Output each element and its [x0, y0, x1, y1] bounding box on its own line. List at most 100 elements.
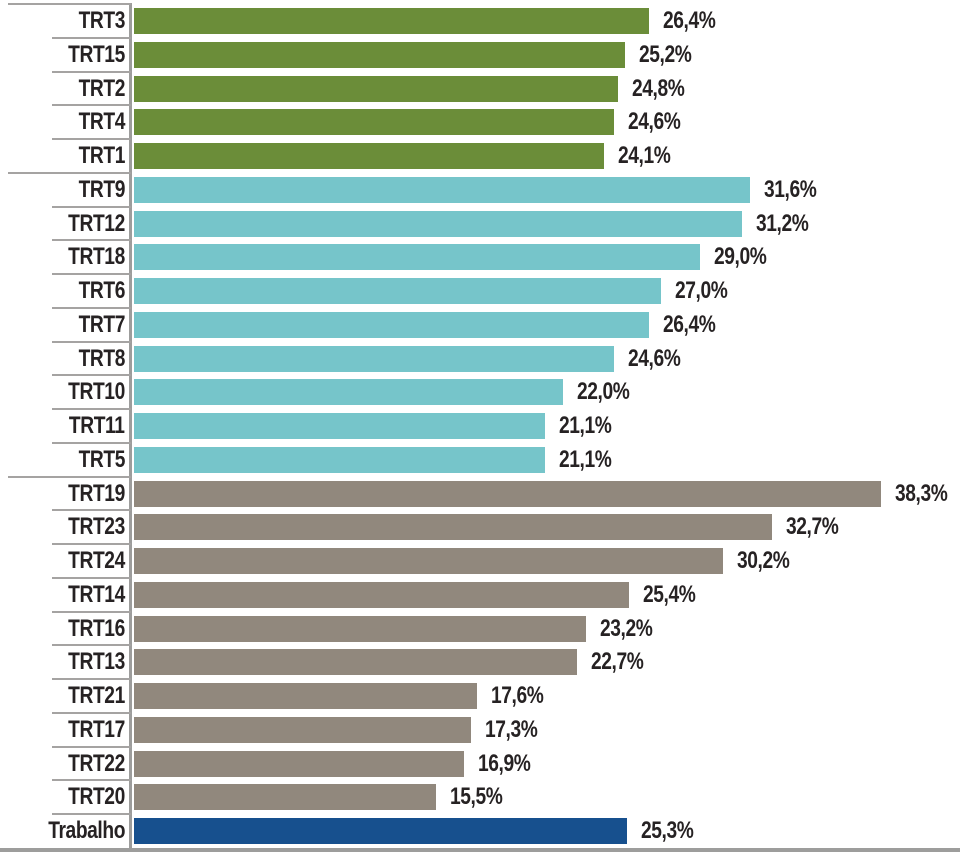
row-label: TRT10 [68, 378, 125, 406]
value-label: 31,2% [756, 209, 809, 237]
row-label: TRT22 [68, 749, 125, 777]
value-label: 17,6% [491, 682, 544, 710]
row-label: TRT15 [68, 40, 125, 68]
row-label: Trabalho [48, 817, 125, 845]
value-label: 24,8% [632, 74, 685, 102]
row-label: TRT5 [78, 445, 126, 473]
row-label: TRT14 [68, 580, 125, 608]
bar [134, 109, 614, 136]
row-separator [52, 104, 131, 107]
row-separator [52, 543, 131, 546]
value-label: 25,2% [639, 40, 692, 68]
bar [134, 244, 700, 271]
value-label: 27,0% [675, 277, 728, 305]
value-label: 17,3% [485, 715, 538, 743]
value-label: 21,1% [559, 412, 612, 440]
row-separator [52, 745, 131, 748]
row-separator [52, 273, 131, 276]
value-label: 24,1% [618, 142, 671, 170]
bar [134, 143, 604, 170]
bar [134, 480, 881, 507]
value-label: 23,2% [600, 614, 653, 642]
bar [134, 750, 464, 777]
row-separator [52, 205, 131, 208]
row-separator [52, 678, 131, 681]
row-label: TRT7 [78, 310, 126, 338]
row-separator [52, 239, 131, 242]
row-separator [52, 36, 131, 39]
row-label: TRT17 [68, 715, 125, 743]
value-label: 24,6% [628, 344, 681, 372]
value-label: 26,4% [663, 7, 716, 34]
row-separator [8, 3, 131, 5]
bar [134, 683, 477, 710]
row-label: TRT21 [68, 682, 125, 710]
bar [134, 615, 586, 642]
row-label: TRT23 [68, 513, 125, 541]
row-separator [52, 70, 131, 73]
value-label: 16,9% [478, 749, 531, 777]
bar [134, 548, 723, 575]
row-label: TRT24 [68, 547, 125, 575]
bar [134, 176, 750, 203]
row-separator [52, 340, 131, 343]
row-label: TRT8 [78, 344, 126, 372]
row-label: TRT3 [78, 7, 126, 34]
value-label: 25,3% [641, 817, 694, 845]
bar [134, 8, 649, 34]
row-separator [52, 813, 131, 816]
value-label: 21,1% [559, 445, 612, 473]
value-label: 31,6% [764, 175, 817, 203]
row-separator [52, 610, 131, 613]
row-separator [52, 509, 131, 512]
value-label: 22,7% [591, 648, 644, 676]
bar [134, 649, 577, 676]
value-label: 38,3% [895, 479, 948, 507]
y-axis-line [129, 3, 132, 852]
value-label: 24,6% [628, 108, 681, 136]
x-axis-baseline [0, 848, 960, 852]
row-separator [8, 171, 131, 174]
row-separator [52, 644, 131, 647]
row-separator [52, 441, 131, 444]
bar [134, 818, 627, 845]
row-label: TRT16 [68, 614, 125, 642]
row-label: TRT12 [68, 209, 125, 237]
row-label: TRT2 [78, 74, 126, 102]
row-label: TRT20 [68, 783, 125, 811]
bar [134, 446, 545, 473]
row-label: TRT18 [68, 243, 125, 271]
row-label: TRT9 [78, 175, 126, 203]
bar [134, 41, 625, 68]
bar [134, 581, 629, 608]
bar [134, 716, 471, 743]
row-separator [52, 408, 131, 411]
value-label: 30,2% [737, 547, 790, 575]
bar [134, 345, 614, 372]
row-label: TRT6 [78, 277, 126, 305]
row-label: TRT4 [78, 108, 126, 136]
row-label: TRT19 [68, 479, 125, 507]
bar [134, 379, 563, 406]
row-separator [52, 576, 131, 579]
row-separator [52, 711, 131, 714]
row-separator [52, 374, 131, 377]
row-label: TRT11 [69, 412, 125, 440]
value-label: 29,0% [714, 243, 767, 271]
row-separator [52, 138, 131, 141]
row-separator [52, 779, 131, 782]
bar [134, 75, 618, 102]
row-label: TRT1 [78, 142, 126, 170]
bar [134, 210, 742, 237]
value-label: 32,7% [786, 513, 839, 541]
row-label: TRT13 [68, 648, 125, 676]
value-label: 25,4% [643, 580, 696, 608]
row-separator [8, 475, 131, 478]
bar [134, 278, 661, 305]
bar [134, 514, 772, 541]
bar [134, 784, 436, 811]
value-label: 26,4% [663, 310, 716, 338]
value-label: 15,5% [450, 783, 503, 811]
row-separator [52, 306, 131, 309]
